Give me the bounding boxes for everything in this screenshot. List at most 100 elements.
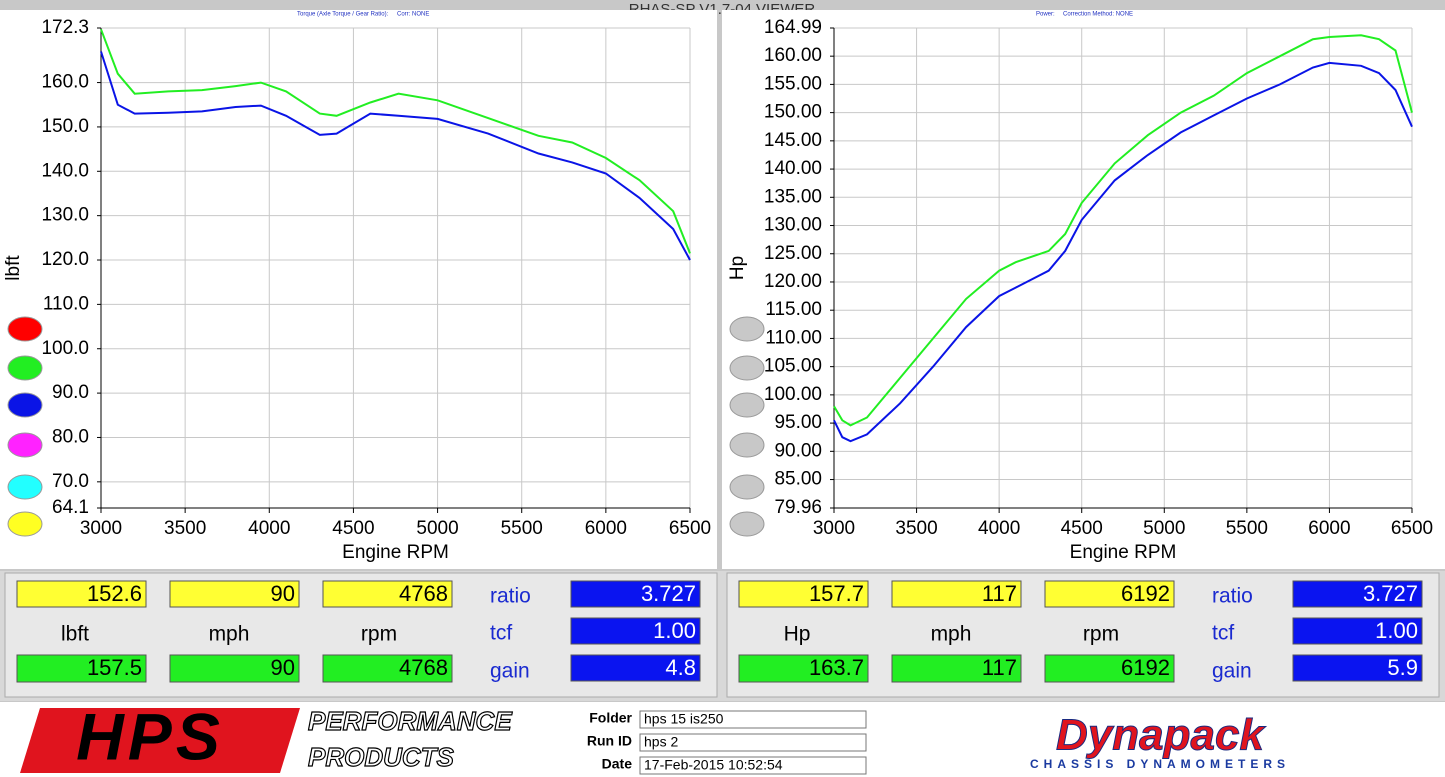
field-box — [639, 733, 867, 752]
factor-value: 1.00 — [653, 618, 696, 643]
y-tick-label: 135.00 — [764, 186, 822, 207]
trace-selector[interactable] — [7, 355, 43, 381]
x-axis-label: Engine RPM — [342, 542, 449, 563]
trace-selector[interactable] — [729, 474, 765, 500]
value-box — [1044, 654, 1175, 683]
x-tick-label: 6000 — [1308, 518, 1350, 539]
y-tick-label: 90.00 — [774, 440, 822, 461]
factor-value: 3.727 — [641, 581, 696, 606]
factor-label: tcf — [490, 622, 512, 645]
y-tick-label: 164.99 — [764, 17, 822, 38]
trace-selector[interactable] — [729, 511, 765, 537]
y-tick-label: 160.0 — [41, 72, 89, 93]
y-tick-label: 150.0 — [41, 116, 89, 137]
value-box — [322, 654, 453, 683]
value-box — [16, 580, 147, 608]
chart-panel — [722, 10, 1445, 569]
y-tick-label: 120.0 — [41, 249, 89, 270]
x-tick-label: 6000 — [585, 518, 627, 539]
factor-value: 4.8 — [665, 655, 696, 680]
unit-label: mph — [931, 623, 972, 646]
field-label: Run ID — [587, 733, 632, 749]
y-tick-label: 79.96 — [774, 497, 822, 518]
value-box — [738, 654, 869, 683]
y-tick-label: 150.00 — [764, 102, 822, 123]
factor-box — [1292, 580, 1423, 608]
x-tick-label: 3500 — [164, 518, 206, 539]
y-axis-label: lbft — [3, 255, 24, 281]
logo-shape — [20, 708, 300, 773]
y-tick-label: 130.00 — [764, 215, 822, 236]
readout-value: 6192 — [1121, 655, 1170, 680]
series-line — [833, 61, 1413, 443]
y-tick-label: 140.00 — [764, 158, 822, 179]
y-axis-label: Hp — [727, 256, 748, 280]
factor-value: 5.9 — [1387, 655, 1418, 680]
trace-selector[interactable] — [729, 355, 765, 381]
x-tick-label: 3000 — [80, 518, 122, 539]
x-tick-label: 3000 — [813, 518, 855, 539]
value-box — [891, 580, 1022, 608]
trace-selector[interactable] — [7, 392, 43, 418]
field-value: hps 2 — [644, 734, 678, 750]
y-tick-label: 95.00 — [774, 412, 822, 433]
chart-subtitle: Torque (Axle Torque / Gear Ratio): — [297, 12, 389, 18]
chart-panel — [0, 10, 717, 569]
y-tick-label: 64.1 — [52, 497, 89, 518]
factor-box — [570, 617, 701, 645]
value-box — [322, 580, 453, 608]
x-tick-label: 5000 — [416, 518, 458, 539]
factor-box — [570, 654, 701, 682]
factor-value: 3.727 — [1363, 581, 1418, 606]
y-tick-label: 140.0 — [41, 160, 89, 181]
x-tick-label: 3500 — [895, 518, 937, 539]
y-tick-label: 172.3 — [41, 17, 89, 38]
chart-correction: Corr: NONE — [397, 12, 429, 18]
logo: HPS — [76, 699, 224, 773]
value-box — [1044, 580, 1175, 608]
factor-value: 1.00 — [1375, 618, 1418, 643]
factor-box — [1292, 654, 1423, 682]
factor-label: ratio — [490, 585, 531, 608]
x-tick-label: 6500 — [1391, 518, 1433, 539]
trace-selector[interactable] — [7, 474, 43, 500]
trace-selector[interactable] — [729, 432, 765, 458]
readout-value: 4768 — [399, 655, 448, 680]
y-tick-label: 100.00 — [764, 384, 822, 405]
factor-label: tcf — [1212, 622, 1234, 645]
trace-selector[interactable] — [7, 511, 43, 537]
readout-value: 117 — [982, 581, 1017, 606]
unit-label: mph — [209, 623, 250, 646]
y-tick-label: 90.0 — [52, 382, 89, 403]
readout-value: 90 — [271, 581, 295, 606]
x-tick-label: 4500 — [1061, 518, 1103, 539]
y-tick-label: 110.00 — [765, 327, 822, 348]
readout-value: 157.5 — [87, 655, 142, 680]
readout-value: 6192 — [1121, 581, 1170, 606]
x-tick-label: 4500 — [332, 518, 374, 539]
trace-selector[interactable] — [7, 316, 43, 342]
unit-label: rpm — [1083, 623, 1119, 646]
trace-selector[interactable] — [729, 392, 765, 418]
brand: Dynapack — [1056, 711, 1266, 760]
y-tick-label: 120.00 — [764, 271, 822, 292]
series-line — [100, 28, 691, 254]
trace-selector[interactable] — [7, 432, 43, 458]
unit-label: Hp — [784, 623, 811, 646]
factor-box — [1292, 617, 1423, 645]
series-line — [100, 51, 691, 261]
factor-label: gain — [490, 660, 530, 683]
chart-subtitle: Power: — [1036, 12, 1055, 18]
value-box — [169, 580, 300, 608]
value-box — [891, 654, 1022, 683]
x-tick-label: 6500 — [669, 518, 711, 539]
readout-value: 152.6 — [87, 581, 142, 606]
factor-box — [570, 580, 701, 608]
y-tick-label: 125.00 — [764, 243, 822, 264]
chart-correction: Correction Method: NONE — [1063, 12, 1133, 18]
trace-selector[interactable] — [729, 316, 765, 342]
x-tick-label: 4000 — [978, 518, 1020, 539]
readout-value: 90 — [271, 655, 295, 680]
